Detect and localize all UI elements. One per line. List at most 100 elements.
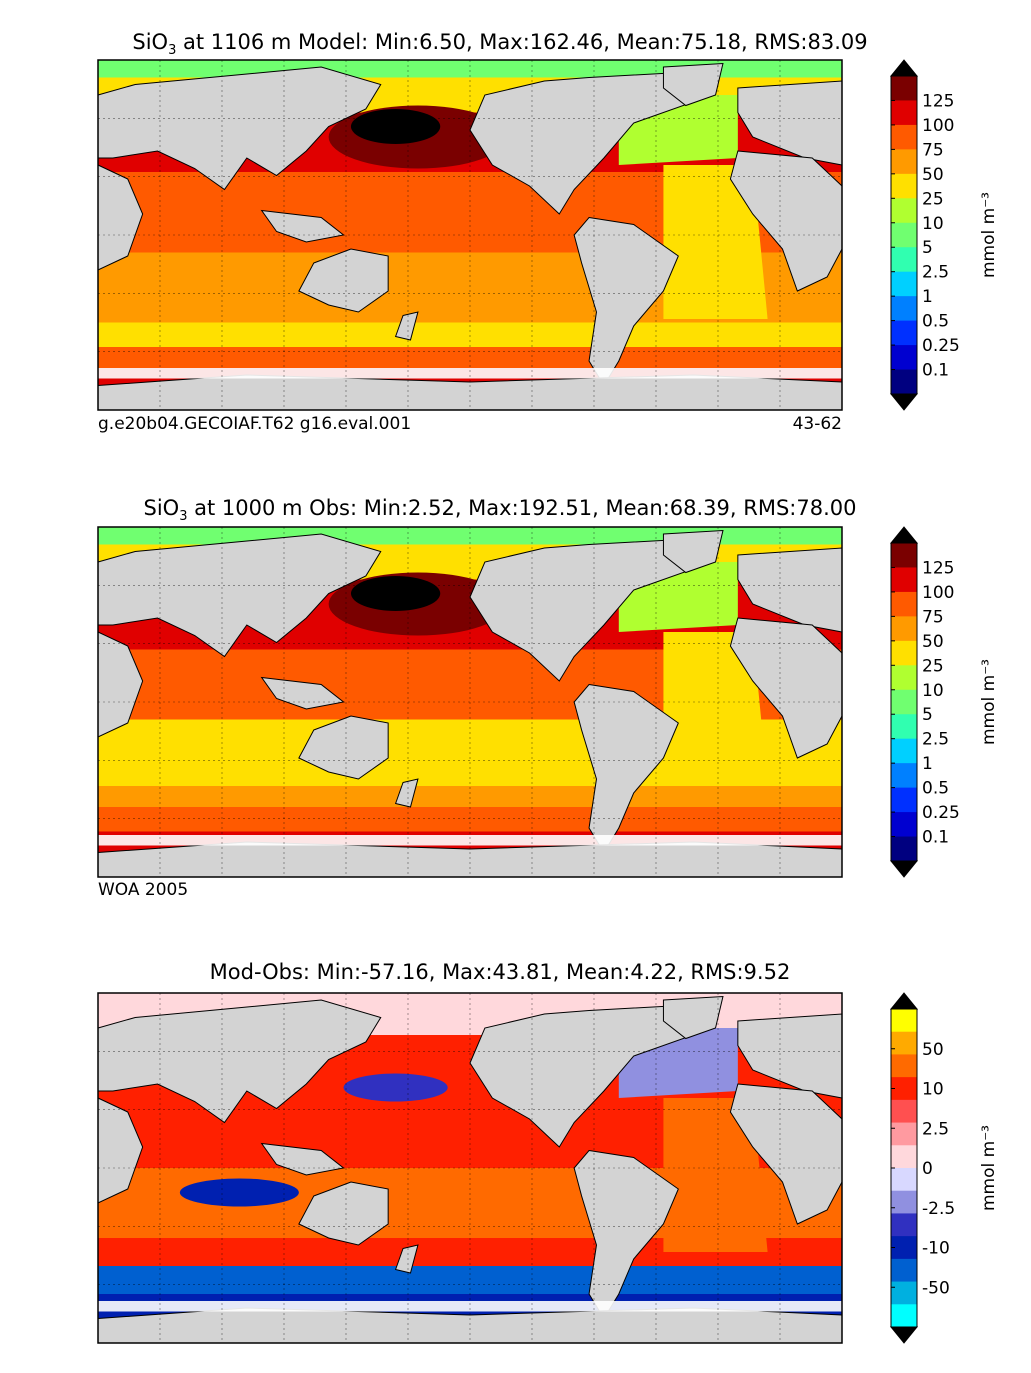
colorbar-tick-label: 0.25 [922, 803, 960, 823]
panel1-caption-right: 43-62 [792, 414, 842, 434]
panel2-title-sub: 3 [179, 509, 188, 525]
colorbar-tick-label: 10 [922, 681, 944, 701]
colorbar-swatch [891, 271, 917, 297]
colorbar-swatch [891, 76, 917, 101]
colorbar-swatch [891, 812, 917, 838]
colorbar-tick-label: 0.25 [922, 336, 960, 356]
colorbar-units-label: mmol m⁻³ [979, 1125, 999, 1211]
land-indonesia [260, 209, 345, 243]
colorbar-swatch [891, 689, 917, 715]
colorbar-swatch [891, 543, 917, 568]
colorbar-swatch [891, 100, 917, 126]
land-new-zealand [394, 778, 419, 808]
indian-negative [179, 1178, 299, 1207]
colorbar-tick-label: 1 [922, 754, 933, 774]
sea-ice [98, 368, 842, 379]
colorbar-tick-label: 75 [922, 607, 944, 627]
colorbar-swatch [891, 665, 917, 691]
south-atlantic-field [663, 1098, 768, 1252]
colorbar-swatch [891, 320, 917, 346]
colorbar-swatch [891, 1213, 917, 1237]
colorbar-swatch [891, 369, 917, 395]
colorbar-tick-label: 125 [922, 91, 954, 111]
land-eurasia [97, 66, 382, 191]
colorbar-swatch [891, 714, 917, 740]
colorbar-tick-label: 125 [922, 558, 954, 578]
colorbar-swatch [891, 616, 917, 642]
land-new-zealand [394, 1244, 419, 1274]
colorbar-swatch [891, 149, 917, 175]
colorbar-swatch [891, 1031, 917, 1055]
colorbar-1: 125 100 75 50 25 10 5 2.5 1 0.5 0.25 0.1 mmol m⁻³ [889, 59, 999, 411]
ocean-band [98, 347, 842, 369]
colorbar-bottom-extend [889, 393, 919, 411]
colorbar-bottom-extend [889, 860, 919, 878]
colorbar-frame [890, 75, 918, 395]
colorbar-swatch [891, 173, 917, 199]
land-new-zealand [394, 311, 419, 341]
panel1-caption-left: g.e20b04.GECOIAF.T62 g16.eval.001 [98, 414, 412, 434]
panel1-title-chem: SiO [132, 30, 169, 54]
colorbar-swatch [891, 345, 917, 371]
colorbar-2: 125 100 75 50 25 10 5 2.5 1 0.5 0.25 0.1 mmol m⁻³ [889, 526, 999, 878]
sea-ice [98, 835, 842, 846]
colorbar-tick-label: 50 [922, 632, 944, 652]
arctic-band [98, 527, 842, 545]
land-africa [729, 150, 843, 292]
colorbar-swatch [891, 124, 917, 150]
colorbar-swatch [891, 763, 917, 789]
arctic-band [98, 60, 842, 78]
colorbar-tick-label: 2.5 [922, 730, 949, 750]
south-atlantic-field [663, 632, 768, 786]
colorbar-tick-label: 100 [922, 583, 954, 603]
colorbar-swatch [891, 1122, 917, 1146]
colorbar-swatch [891, 1168, 917, 1192]
land-greenland [662, 995, 724, 1040]
panel3-title-text: Mod-Obs: Min:-57.16, Max:43.81, Mean:4.2… [209, 960, 791, 984]
panel2-title: SiO3 at 1000 m Obs: Min:2.52, Max:192.51… [0, 496, 1000, 524]
colorbar-tick-label: 0 [922, 1159, 933, 1179]
colorbar-tick-label: -50 [922, 1278, 950, 1298]
colorbar-tick-label: 25 [922, 189, 944, 209]
colorbar-tick-label: -2.5 [922, 1199, 955, 1219]
panel2-title-rest: at 1000 m Obs: Min:2.52, Max:192.51, Mea… [187, 496, 857, 520]
sea-ice [98, 1301, 842, 1312]
colorbar-top-extend [889, 59, 919, 77]
colorbar-tick-label: 10 [922, 214, 944, 234]
land-indonesia [260, 1142, 345, 1176]
north-pacific-negative [343, 1073, 448, 1102]
colorbar-swatch [891, 1099, 917, 1124]
colorbar-top-extend [889, 526, 919, 544]
north-pacific-extreme [350, 576, 441, 611]
colorbar-tick-label: 50 [922, 165, 944, 185]
colorbar-top-extend [889, 992, 919, 1010]
colorbar-swatch [891, 1054, 917, 1078]
colorbar-swatch [891, 1304, 917, 1328]
land-greenland [662, 62, 724, 107]
colorbar-tick-label: 50 [922, 1040, 944, 1060]
map-panel-1 [97, 59, 843, 411]
land-greenland [662, 529, 724, 574]
panel3-title: Mod-Obs: Min:-57.16, Max:43.81, Mean:4.2… [0, 960, 1000, 984]
colorbar-swatch [891, 222, 917, 248]
south-atlantic-field [663, 165, 768, 319]
colorbar-swatch [891, 1258, 917, 1283]
north-pacific-extreme [350, 109, 441, 144]
colorbar-swatch [891, 1077, 917, 1101]
colorbar-tick-label: 5 [922, 238, 933, 258]
colorbar-units-label: mmol m⁻³ [979, 659, 999, 745]
panel2-title-chem: SiO [143, 496, 180, 520]
colorbar-swatch [891, 1236, 917, 1260]
map-panel-2 [97, 526, 843, 878]
colorbar-tick-label: 25 [922, 656, 944, 676]
colorbar-tick-label: 0.5 [922, 779, 949, 799]
colorbar-swatch [891, 640, 917, 666]
colorbar-swatch [891, 198, 917, 224]
colorbar-swatch [891, 1190, 917, 1214]
colorbar-bottom-extend [889, 1326, 919, 1344]
colorbar-tick-label: -10 [922, 1239, 950, 1259]
land-africa [729, 617, 843, 759]
arctic-band [98, 993, 842, 1011]
map-panel-3 [97, 992, 843, 1344]
